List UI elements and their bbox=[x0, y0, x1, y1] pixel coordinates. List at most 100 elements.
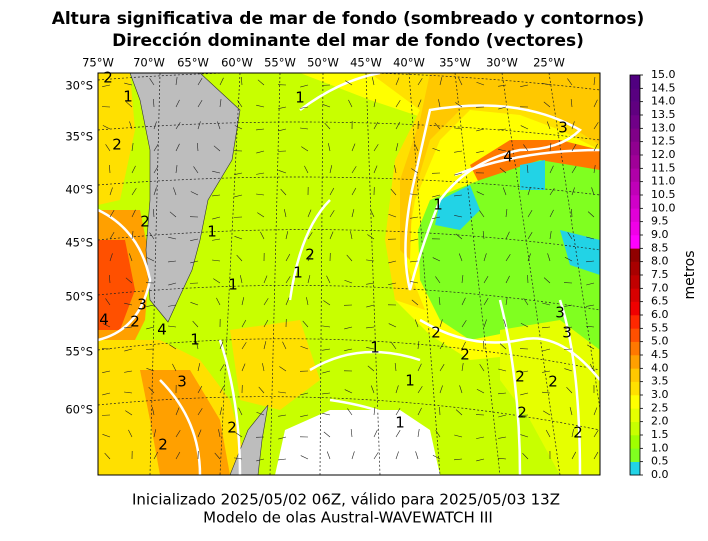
colorbar-tick-label: 10.0 bbox=[651, 201, 676, 214]
colorbar-segment bbox=[630, 342, 640, 356]
latitude-label: 30°S bbox=[65, 79, 93, 93]
colorbar-segment bbox=[630, 382, 640, 396]
longitude-label: 30°W bbox=[486, 56, 518, 70]
contour-label: 2 bbox=[548, 373, 558, 391]
colorbar-segment bbox=[630, 435, 640, 449]
latitude-label: 45°S bbox=[65, 236, 93, 250]
colorbar-segment bbox=[630, 102, 640, 116]
footer: Modelo de olas Austral-WAVEWATCH III bbox=[203, 509, 493, 527]
colorbar-tick-label: 9.5 bbox=[651, 215, 669, 228]
contour-label: 2 bbox=[515, 368, 525, 386]
contour-label: 4 bbox=[503, 148, 513, 166]
longitude-label: 75°W bbox=[82, 56, 114, 70]
contour-label: 2 bbox=[112, 136, 122, 154]
contour-label: 1 bbox=[433, 196, 443, 214]
colorbar-segment bbox=[630, 302, 640, 316]
colorbar-tick-label: 8.0 bbox=[651, 255, 669, 268]
latitude-label: 55°S bbox=[65, 345, 93, 359]
contour-label: 1 bbox=[405, 372, 415, 390]
colorbar-segment bbox=[630, 248, 640, 262]
contour-label: 2 bbox=[227, 419, 237, 437]
contour-label: 2 bbox=[305, 246, 315, 264]
footer: Inicializado 2025/05/02 06Z, válido para… bbox=[132, 491, 560, 509]
colorbar-segment bbox=[630, 182, 640, 196]
colorbar-tick-label: 4.5 bbox=[651, 348, 669, 361]
colorbar-segment bbox=[630, 315, 640, 329]
colorbar-tick-label: 5.0 bbox=[651, 335, 669, 348]
colorbar-segment bbox=[630, 462, 640, 476]
contour-label: 4 bbox=[99, 311, 109, 329]
colorbar-segment bbox=[630, 168, 640, 182]
colorbar-tick-label: 3.5 bbox=[651, 375, 669, 388]
longitude-label: 25°W bbox=[533, 56, 565, 70]
colorbar-tick-label: 11.5 bbox=[651, 161, 676, 174]
colorbar-tick-label: 0.5 bbox=[651, 455, 669, 468]
contour-label: 1 bbox=[295, 89, 305, 107]
longitude-label: 45°W bbox=[350, 56, 382, 70]
colorbar-tick-label: 6.0 bbox=[651, 308, 669, 321]
longitude-label: 35°W bbox=[439, 56, 471, 70]
colorbar-segment bbox=[630, 208, 640, 222]
latitude-label: 40°S bbox=[65, 183, 93, 197]
longitude-label: 65°W bbox=[177, 56, 209, 70]
colorbar-tick-label: 10.5 bbox=[651, 188, 676, 201]
colorbar-tick-label: 12.5 bbox=[651, 135, 676, 148]
colorbar-segment bbox=[630, 115, 640, 129]
colorbar-tick-label: 6.5 bbox=[651, 295, 669, 308]
colorbar-tick-label: 9.0 bbox=[651, 228, 669, 241]
colorbar-segment bbox=[630, 288, 640, 302]
colorbar-tick-label: 14.0 bbox=[651, 95, 676, 108]
longitude-label: 50°W bbox=[307, 56, 339, 70]
longitude-label: 55°W bbox=[264, 56, 296, 70]
longitude-label: 70°W bbox=[133, 56, 165, 70]
contour-label: 2 bbox=[431, 324, 441, 342]
contour-label: 2 bbox=[517, 404, 527, 422]
colorbar-tick-label: 8.5 bbox=[651, 241, 669, 254]
contour-label: 2 bbox=[130, 313, 140, 331]
colorbar-tick-label: 7.5 bbox=[651, 268, 669, 281]
colorbar-segment bbox=[630, 448, 640, 462]
colorbar-segment bbox=[630, 88, 640, 102]
colorbar-segment bbox=[630, 262, 640, 276]
colorbar-tick-label: 3.0 bbox=[651, 388, 669, 401]
colorbar-tick-label: 1.0 bbox=[651, 441, 669, 454]
contour-label: 2 bbox=[158, 436, 168, 454]
contour-label: 1 bbox=[123, 88, 133, 106]
colorbar-tick-label: 12.0 bbox=[651, 148, 676, 161]
colorbar-segment bbox=[630, 222, 640, 236]
colorbar-segment bbox=[630, 408, 640, 422]
colorbar-tick-label: 14.5 bbox=[651, 81, 676, 94]
colorbar-segment bbox=[630, 195, 640, 209]
colorbar-tick-label: 7.0 bbox=[651, 281, 669, 294]
colorbar-segment bbox=[630, 142, 640, 156]
contour-label: 3 bbox=[177, 373, 187, 391]
colorbar-segment bbox=[630, 368, 640, 382]
colorbar-segment bbox=[630, 328, 640, 342]
contour-label: 3 bbox=[137, 296, 147, 314]
contour-label: 1 bbox=[293, 264, 303, 282]
colorbar-tick-label: 4.0 bbox=[651, 361, 669, 374]
colorbar-tick-label: 0.0 bbox=[651, 468, 669, 481]
latitude-label: 35°S bbox=[65, 130, 93, 144]
contour-label: 3 bbox=[562, 324, 572, 342]
colorbar-tick-label: 5.5 bbox=[651, 321, 669, 334]
title: Altura significativa de mar de fondo (so… bbox=[52, 9, 645, 29]
contour-label: 3 bbox=[555, 304, 565, 322]
colorbar-tick-label: 15.0 bbox=[651, 68, 676, 81]
longitude-label: 60°W bbox=[221, 56, 253, 70]
contour-label: 3 bbox=[558, 119, 568, 137]
colorbar-label: metros bbox=[682, 250, 698, 299]
map bbox=[98, 72, 610, 475]
contour-label: 1 bbox=[395, 414, 405, 432]
contour-label: 1 bbox=[190, 331, 200, 349]
colorbar-tick-label: 11.0 bbox=[651, 175, 676, 188]
colorbar-tick-label: 2.5 bbox=[651, 401, 669, 414]
contour-label: 2 bbox=[103, 69, 113, 87]
colorbar-tick-label: 13.5 bbox=[651, 108, 676, 121]
latitude-label: 60°S bbox=[65, 403, 93, 417]
colorbar: 0.00.51.01.52.02.53.03.54.04.55.05.56.06… bbox=[630, 68, 676, 481]
colorbar-segment bbox=[630, 128, 640, 142]
contour-label: 4 bbox=[157, 321, 167, 339]
